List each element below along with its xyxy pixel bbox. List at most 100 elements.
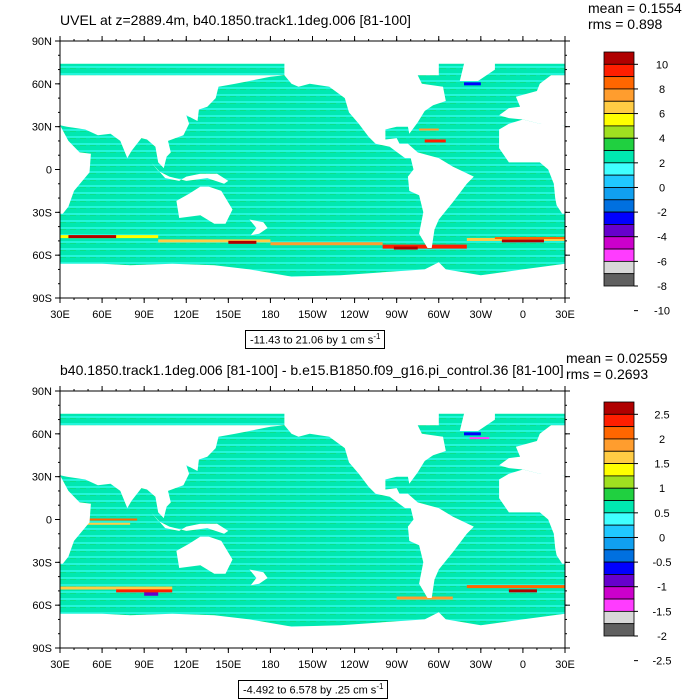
colorbar-box [603, 524, 635, 538]
x-tick-label: 60W [427, 309, 450, 321]
colorbar-label: -2 [657, 631, 667, 643]
land-mask [499, 469, 565, 564]
y-tick-label: 90S [32, 293, 52, 305]
colorbar-box [603, 561, 635, 575]
y-tick-label: 90S [32, 643, 52, 655]
colorbar-box [603, 150, 635, 164]
land-mask [60, 262, 565, 298]
land-mask [333, 391, 439, 414]
unit-exponent: -1 [373, 332, 381, 341]
map-plot-1: 30E 60E 90E 120E 150E 180 150W 120W 90W 60W 30W 0 30… [32, 36, 670, 321]
land-mask [60, 475, 91, 564]
x-tick-label: 150W [298, 309, 327, 321]
colorbar-box [603, 500, 635, 514]
current-band [469, 437, 490, 440]
y-tick-label: 60S [32, 250, 52, 262]
colorbar-label: 0 [659, 182, 665, 194]
plot-title: UVEL at z=2889.4m, b40.1850.track1.1deg.… [60, 12, 411, 28]
y-tick-label: 90N [32, 36, 52, 48]
land-mask [333, 41, 439, 64]
contour-range-text: -11.43 to 21.06 by 1 cm s [250, 334, 374, 347]
current-band [464, 82, 481, 86]
colorbar-box [603, 450, 635, 464]
plot-title: b40.1850.track1.1deg.006 [81-100] - b.e1… [60, 362, 564, 378]
colorbar-box [603, 236, 635, 250]
colorbar-box [603, 162, 635, 176]
land-mask [284, 391, 474, 598]
y-tick-label: 60S [32, 600, 52, 612]
colorbar-box [603, 260, 635, 275]
y-tick-label: 90N [32, 386, 52, 398]
map-plot-2: 30E 60E 90E 120E 150E 180 150W 120W 90W 60W 30W 0 30… [32, 386, 672, 671]
colorbar-label: -2.5 [653, 656, 672, 668]
colorbar-box [603, 63, 635, 78]
colorbar-label: -2 [657, 207, 667, 219]
current-band [60, 586, 173, 590]
colorbar-box [603, 137, 635, 151]
colorbar-label: -4 [657, 232, 667, 244]
x-tick-label: 0 [520, 659, 526, 671]
rms-label: rms = 0.898 [588, 16, 663, 32]
land-mask [60, 391, 565, 414]
colorbar-box [603, 199, 635, 213]
land-mask [176, 186, 233, 224]
map-panel-2: 30E 60E 90E 120E 150E 180 150W 120W 90W 60W 30W 0 30… [0, 350, 700, 700]
x-tick-label: 120W [340, 659, 369, 671]
colorbar-box [603, 487, 635, 501]
colorbar-box [603, 475, 635, 489]
land-mask [499, 75, 565, 126]
colorbar-box [603, 125, 635, 139]
land-mask [60, 75, 285, 169]
colorbar-box [603, 463, 635, 477]
x-tick-label: 60W [427, 659, 450, 671]
colorbar-label: -8 [657, 281, 667, 293]
colorbar-label: 1.5 [654, 459, 669, 471]
current-band [144, 591, 159, 596]
colorbar-box [603, 88, 635, 102]
x-tick-label: 30E [555, 659, 575, 671]
colorbar-box [603, 623, 635, 637]
colorbar-box [603, 574, 635, 588]
x-tick-label: 30E [50, 659, 70, 671]
colorbar-box [603, 211, 635, 225]
colorbar-box [603, 401, 635, 415]
land-mask [60, 612, 565, 648]
x-tick-label: 180 [261, 659, 279, 671]
colorbar-box [603, 549, 635, 563]
colorbar-label: -6 [657, 256, 667, 268]
current-band [116, 589, 173, 593]
land-mask [499, 425, 565, 476]
x-tick-label: 30E [50, 309, 70, 321]
mean-label: mean = 0.02559 [566, 350, 668, 366]
x-tick-label: 30W [470, 659, 493, 671]
y-tick-label: 30N [32, 472, 52, 484]
colorbar-label: 8 [659, 84, 665, 96]
colorbar-label: 10 [656, 59, 668, 71]
colorbar-box [603, 512, 635, 526]
land-mask [60, 41, 565, 64]
colorbar-box [603, 438, 635, 452]
x-tick-label: 60E [92, 309, 112, 321]
current-band [88, 518, 138, 521]
colorbar-box [603, 273, 635, 287]
current-band [501, 239, 544, 243]
land-mask [249, 219, 268, 236]
colorbar-label: 1 [659, 483, 665, 495]
mean-label: mean = 0.1554 [588, 0, 682, 16]
x-tick-label: 60E [92, 659, 112, 671]
land-mask [284, 41, 474, 248]
x-tick-label: 120E [173, 659, 199, 671]
colorbar-box [603, 586, 635, 600]
x-tick-label: 120E [173, 309, 199, 321]
map-panel-1: 30E 60E 90E 120E 150E 180 150W 120W 90W 60W 30W 0 30… [32, 0, 682, 349]
x-tick-label: 150W [298, 659, 327, 671]
x-tick-label: 0 [520, 309, 526, 321]
x-tick-label: 90W [385, 659, 408, 671]
colorbar-label: 2.5 [654, 409, 669, 421]
current-band [494, 237, 565, 240]
land-mask [176, 536, 233, 574]
current-band [67, 522, 131, 525]
contour-range-text: -4.492 to 6.578 by .25 cm s [243, 684, 377, 697]
contour-range-label: -4.492 to 6.578 by .25 cm s-1 [238, 680, 389, 699]
colorbar-label: -1.5 [653, 606, 672, 618]
